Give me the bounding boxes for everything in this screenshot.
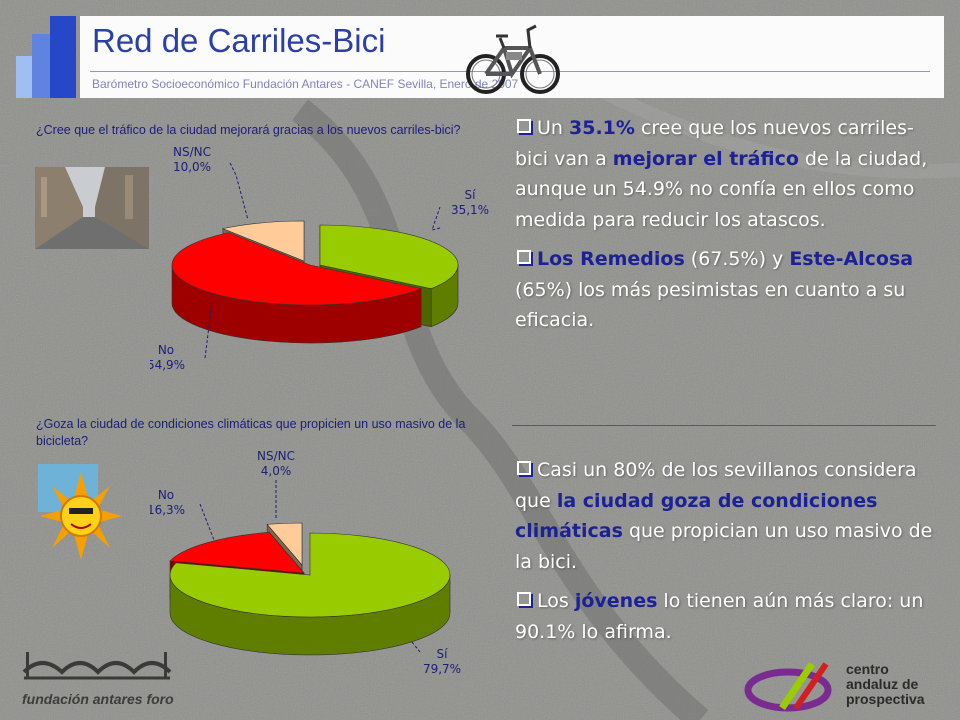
slice-label-category: Sí <box>465 188 477 202</box>
bullet-3: Casi un 80% de los sevillanos considera … <box>515 459 933 573</box>
leader-line <box>229 162 249 221</box>
question-1: ¿Cree que el tráfico de la ciudad mejora… <box>36 123 461 137</box>
question-2: ¿Goza la ciudad de condiciones climática… <box>36 417 466 448</box>
cap-logo-text: centro andaluz de prospectiva <box>846 661 925 707</box>
slice-label-value: 79,7% <box>423 662 461 676</box>
decor-block-3 <box>50 16 76 98</box>
checkbox-bullet-icon <box>517 592 531 606</box>
bullet-2: Los Remedios (67.5%) y Este-Alcosa (65%)… <box>515 248 914 331</box>
bullets-traffic: Un 35.1% cree que los nuevos carriles-bi… <box>515 113 945 345</box>
slice-label-value: 16,3% <box>150 503 185 517</box>
slice-label-category: NS/NC <box>257 449 295 463</box>
pie-slice-nsnc <box>221 220 305 262</box>
pie-slice-no <box>169 532 305 574</box>
slice-label-value: 4,0% <box>261 464 292 478</box>
leader-line <box>204 301 213 359</box>
cap-logo-graphic <box>744 662 832 712</box>
leader-line <box>431 206 441 231</box>
page-title: Red de Carriles-Bici <box>92 22 386 59</box>
checkbox-bullet-icon <box>517 461 531 475</box>
antares-logo-text: fundación antares foro <box>22 691 174 707</box>
section-divider <box>512 425 936 426</box>
pie-slice-s <box>319 224 459 290</box>
pie-slice-s <box>169 532 451 618</box>
bicycle-icon <box>466 24 560 94</box>
sun-image <box>38 464 122 560</box>
slice-label-category: No <box>158 488 174 502</box>
page-subtitle: Barómetro Socioeconómico Fundación Antar… <box>92 77 519 91</box>
pie-slice-nsnc <box>266 522 303 566</box>
street-photo <box>35 167 149 249</box>
slice-label-value: 54,9% <box>150 358 185 372</box>
leader-line <box>199 503 215 541</box>
bullet-4: Los jóvenes lo tienen aún más claro: un … <box>515 590 924 643</box>
antares-logo-graphic <box>22 652 172 680</box>
bullets-climate: Casi un 80% de los sevillanos considera … <box>515 455 945 656</box>
checkbox-bullet-icon <box>517 250 531 264</box>
pie-slice-no <box>171 232 423 306</box>
bullet-1: Un 35.1% cree que los nuevos carriles-bi… <box>515 117 928 231</box>
checkbox-bullet-icon <box>517 119 531 133</box>
slice-label-category: Sí <box>437 647 449 661</box>
slice-label-value: 35,1% <box>451 203 489 217</box>
slice-label-value: 10,0% <box>173 160 211 174</box>
slice-label-category: NS/NC <box>173 145 211 159</box>
leader-line <box>411 641 421 653</box>
slice-label-category: No <box>158 343 174 357</box>
